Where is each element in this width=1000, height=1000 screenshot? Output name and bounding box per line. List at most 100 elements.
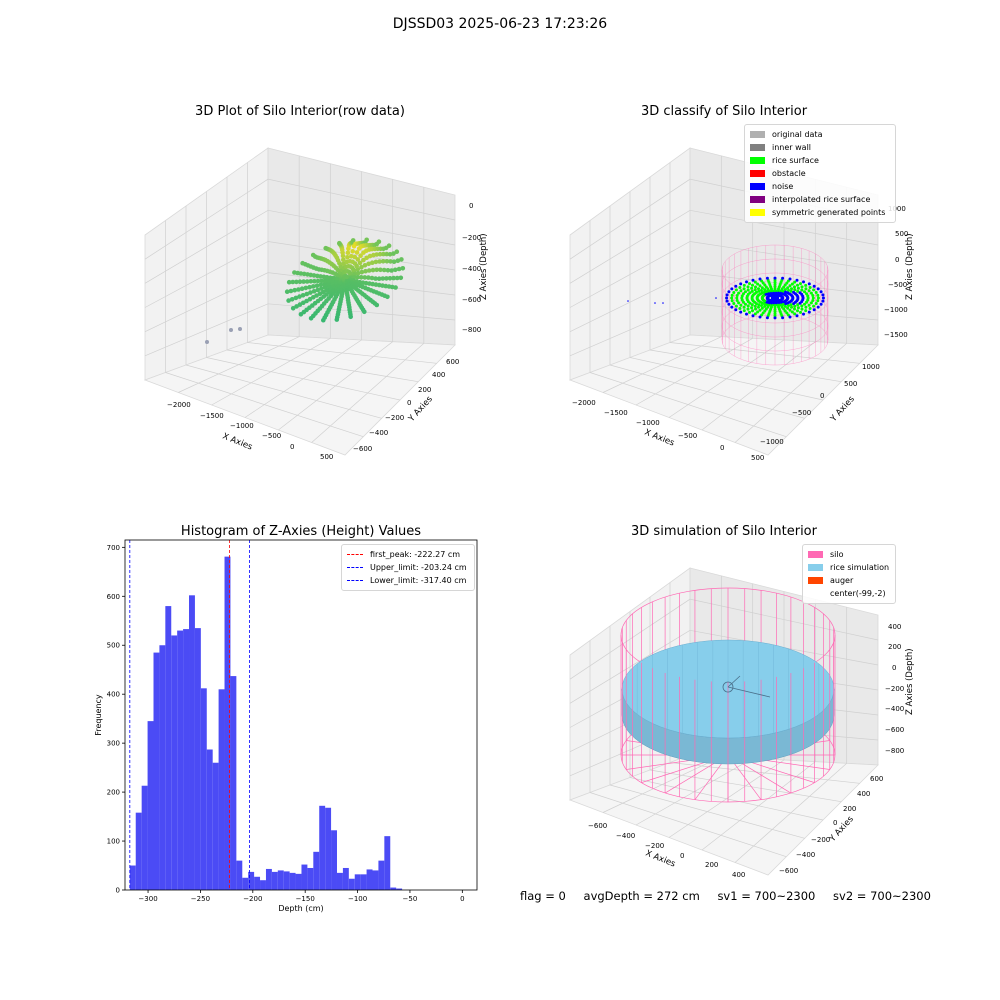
- panel2-rice-point: [730, 299, 734, 303]
- panel1-point: [370, 267, 376, 273]
- panel1-xtick: 0: [290, 443, 294, 451]
- panel1-point: [307, 284, 312, 290]
- histogram-bar: [384, 836, 391, 890]
- panel1-point: [380, 259, 386, 264]
- histogram-bar: [390, 887, 397, 890]
- panel1-ytick: 400: [432, 371, 445, 379]
- panel2-rice-point: [758, 308, 762, 312]
- panel2-noise-point: [725, 293, 729, 297]
- panel1-point: [357, 260, 363, 266]
- panel2-rice-point: [763, 288, 767, 292]
- panel1-point: [310, 252, 316, 258]
- histogram-xtick-label: −300: [138, 895, 157, 903]
- panel1-point: [355, 257, 361, 262]
- panel2-noise-point: [662, 302, 664, 304]
- panel2-rice-point: [754, 307, 757, 311]
- panel1-point: [303, 285, 309, 291]
- panel1-point: [290, 279, 296, 285]
- panel1-point: [363, 268, 368, 274]
- panel1-point: [391, 251, 396, 256]
- panel2-rice-point: [773, 280, 777, 284]
- panel1-point: [394, 275, 400, 281]
- panel2-rice-point: [796, 286, 800, 290]
- histogram-ytick-label: 0: [116, 887, 120, 895]
- panel2-noise-point: [734, 308, 738, 312]
- legend-swatch: [750, 157, 765, 164]
- panel1-point: [311, 295, 316, 300]
- histogram-ytick-label: 300: [107, 740, 120, 748]
- histogram-ytick-label: 100: [107, 838, 120, 846]
- histogram-bar: [295, 873, 302, 890]
- histogram-bar: [165, 606, 172, 890]
- histogram-bar: [372, 870, 379, 890]
- auger-line: [727, 686, 771, 698]
- panel1-point: [292, 287, 298, 293]
- panel2-rice-point: [786, 286, 790, 290]
- panel2-noise-point: [791, 295, 795, 299]
- histogram-bar: [378, 860, 385, 890]
- histogram-bar: [289, 872, 296, 890]
- histogram-legend: first_peak: -222.27 cm Upper_limit: -203…: [341, 544, 475, 591]
- panel1-point: [389, 268, 394, 273]
- panel3-title: Histogram of Z-Axies (Height) Values: [180, 524, 422, 539]
- panel2-rice-point: [796, 303, 800, 307]
- histogram-bar: [242, 877, 249, 890]
- histogram-bar: [271, 871, 278, 890]
- panel2-rice-point: [760, 304, 763, 308]
- panel2-rice-point: [746, 285, 750, 289]
- panel4-z-axis-label: Z Axies (Depth): [905, 648, 915, 715]
- panel2-ytick: 500: [844, 380, 857, 388]
- panel1-point: [350, 249, 356, 254]
- panel1-point: [362, 263, 368, 268]
- histogram-bar: [159, 645, 166, 890]
- panel2-rice-point: [773, 282, 777, 286]
- panel2-rice-point: [734, 304, 738, 308]
- panel1-point: [294, 304, 299, 309]
- grid-line: [569, 303, 879, 357]
- panel2-rice-point: [816, 299, 820, 303]
- panel2-noise-point: [784, 302, 787, 306]
- panel2-noise-point: [816, 305, 820, 309]
- panel1-ztick: 0: [469, 202, 473, 210]
- panel4-ztick: 400: [888, 623, 901, 631]
- panel1-point: [351, 267, 356, 272]
- panel4-xtick: −400: [616, 832, 635, 840]
- panel2-rice-point: [760, 313, 764, 317]
- panel1-point: [319, 286, 324, 291]
- panel1-point: [317, 291, 323, 297]
- panel1-point: [337, 240, 342, 246]
- panel1-point: [312, 278, 317, 284]
- panel2-noise-point: [807, 310, 811, 314]
- legend-item-first-peak: first_peak: -222.27 cm: [347, 548, 469, 561]
- panel1-point: [294, 279, 299, 285]
- panel2-noise-point: [795, 278, 799, 282]
- panel2-rice-point: [744, 302, 747, 306]
- histogram-ytick-label: 600: [107, 593, 120, 601]
- legend-swatch: [750, 209, 765, 216]
- panel2-rice-point: [809, 291, 813, 295]
- legend-swatch: [750, 170, 765, 177]
- panel1-point: [284, 289, 290, 295]
- panel1-ztick: −600: [462, 296, 481, 304]
- panel1-point: [354, 263, 360, 269]
- panel4-ytick: −400: [796, 851, 815, 859]
- panel1-ytick: −200: [385, 414, 404, 422]
- histogram-bar: [153, 652, 160, 890]
- histogram-bar: [212, 762, 219, 890]
- panel2-ztick: 1000: [888, 205, 906, 213]
- panel1-ytick: −400: [369, 429, 388, 437]
- figure-title: DJSSD03 2025-06-23 17:23:26: [392, 16, 608, 32]
- panel2-noise-point: [758, 277, 762, 281]
- panel2-rice-point: [756, 310, 760, 314]
- panel2-title: 3D classify of Silo Interior: [640, 104, 808, 119]
- panel2-rice-point: [811, 296, 815, 300]
- panel2-noise-point: [751, 314, 755, 318]
- panel2-noise-point: [730, 287, 734, 291]
- histogram-bar: [183, 629, 190, 890]
- panel4-title: 3D simulation of Silo Interior: [631, 524, 817, 539]
- panel2-noise-point: [730, 305, 734, 309]
- panel2-rice-point: [804, 287, 808, 291]
- legend-swatch: [808, 551, 823, 558]
- panel1-point: [361, 257, 366, 263]
- panel2-rice-point: [812, 304, 816, 308]
